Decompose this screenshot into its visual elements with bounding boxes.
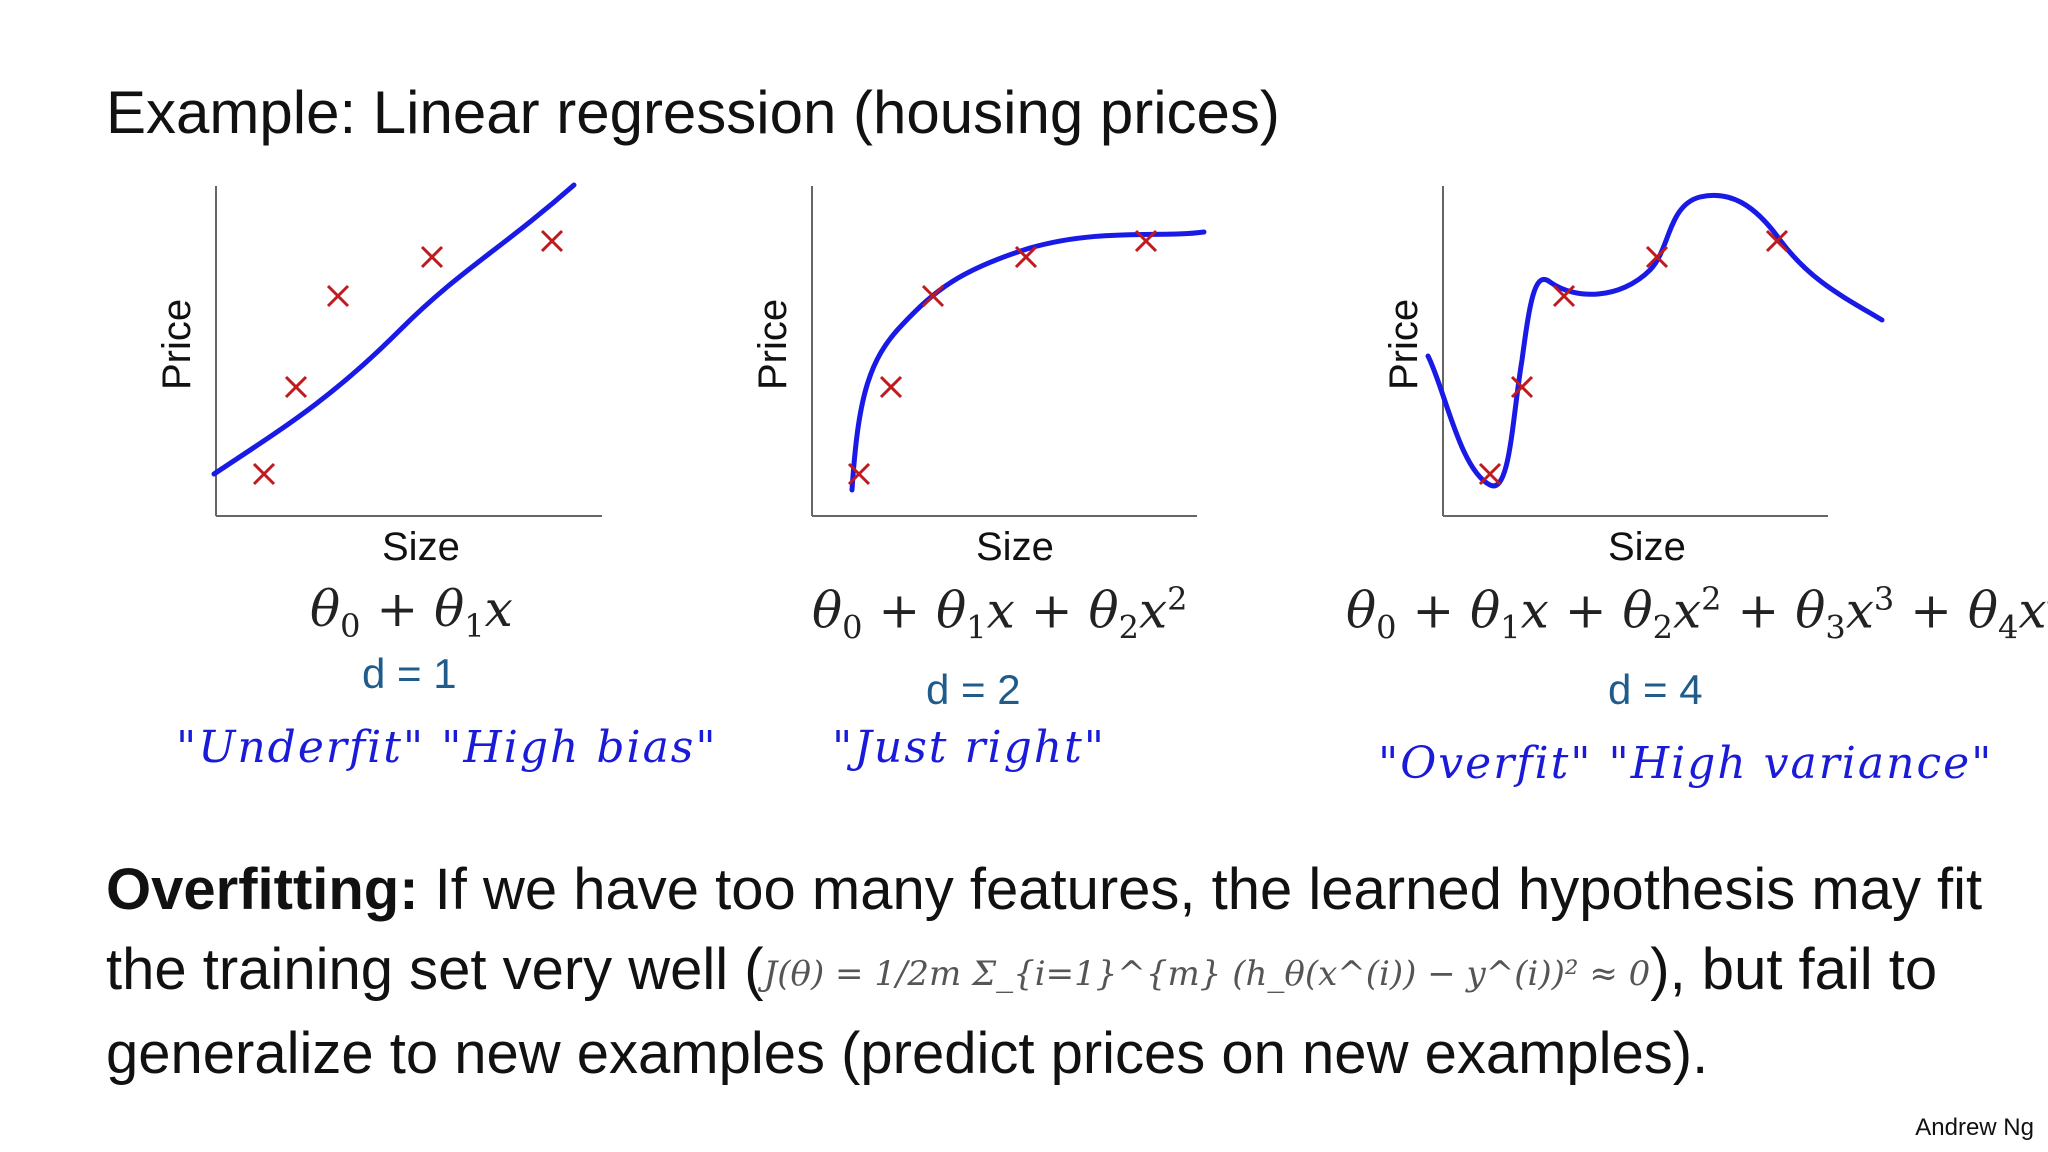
plot-1-hypothesis: θ0 + θ1x bbox=[310, 580, 513, 645]
data-point bbox=[1014, 245, 1038, 269]
data-point bbox=[921, 284, 945, 308]
data-point bbox=[420, 245, 444, 269]
data-point bbox=[847, 462, 871, 486]
plot-3-axes bbox=[1442, 186, 1828, 517]
plot-2-ylabel: Price bbox=[751, 299, 795, 390]
paragraph-text-1: If we have too many features, the learne… bbox=[106, 857, 1983, 1002]
plot-3-fit-curve bbox=[1425, 192, 1885, 489]
plot-3-xlabel: Size bbox=[1608, 525, 1686, 569]
data-point bbox=[1552, 284, 1576, 308]
plot-3-degree: d = 4 bbox=[1608, 666, 1703, 713]
plot-1-fit-curve bbox=[211, 182, 577, 477]
data-point bbox=[1510, 375, 1534, 399]
data-point bbox=[326, 284, 350, 308]
plot-2-axes bbox=[811, 186, 1197, 517]
plot-2-hypothesis: θ0 + θ1x + θ2x2 bbox=[812, 580, 1188, 647]
data-point bbox=[540, 229, 564, 253]
data-point bbox=[1478, 462, 1502, 486]
data-point bbox=[1765, 229, 1789, 253]
plot-3-points bbox=[1478, 229, 1789, 486]
slide-title: Example: Linear regression (housing pric… bbox=[106, 79, 1280, 146]
data-point bbox=[879, 375, 903, 399]
paragraph-text-2: ), but fail to generalize to new example… bbox=[106, 937, 1938, 1086]
plot-2-note: "Just right" bbox=[832, 722, 1106, 773]
plot-1-points bbox=[252, 229, 564, 486]
plot-1-axes bbox=[215, 186, 602, 517]
plot-1-degree: d = 1 bbox=[362, 650, 457, 697]
data-point bbox=[284, 375, 308, 399]
overfitting-paragraph: Overfitting: If we have too many feature… bbox=[106, 850, 2006, 1094]
plot-1-xlabel: Size bbox=[382, 525, 460, 569]
plot-3-ylabel: Price bbox=[1382, 299, 1426, 390]
plot-2-degree: d = 2 bbox=[926, 666, 1021, 713]
plot-3-note: "Overfit" "High variance" bbox=[1378, 738, 1994, 789]
data-point bbox=[252, 462, 276, 486]
cost-function-formula: J(θ) = 1/2m Σ_{i=1}^{m} (h_θ(x^(i)) − y^… bbox=[763, 953, 1651, 994]
plot-3-hypothesis: θ0 + θ1x + θ2x2 + θ3x3 + θ4x4 bbox=[1346, 580, 2048, 647]
data-point bbox=[1645, 245, 1669, 269]
data-point bbox=[1134, 229, 1158, 253]
plot-2-xlabel: Size bbox=[976, 525, 1054, 569]
plot-2-fit-curve bbox=[849, 229, 1207, 493]
author-credit: Andrew Ng bbox=[1915, 1114, 2034, 1141]
plot-1-note: "Underfit" "High bias" bbox=[176, 722, 718, 773]
plot-1-ylabel: Price bbox=[155, 299, 199, 390]
overfitting-term: Overfitting: bbox=[106, 857, 419, 922]
plot-2-points bbox=[847, 229, 1158, 486]
